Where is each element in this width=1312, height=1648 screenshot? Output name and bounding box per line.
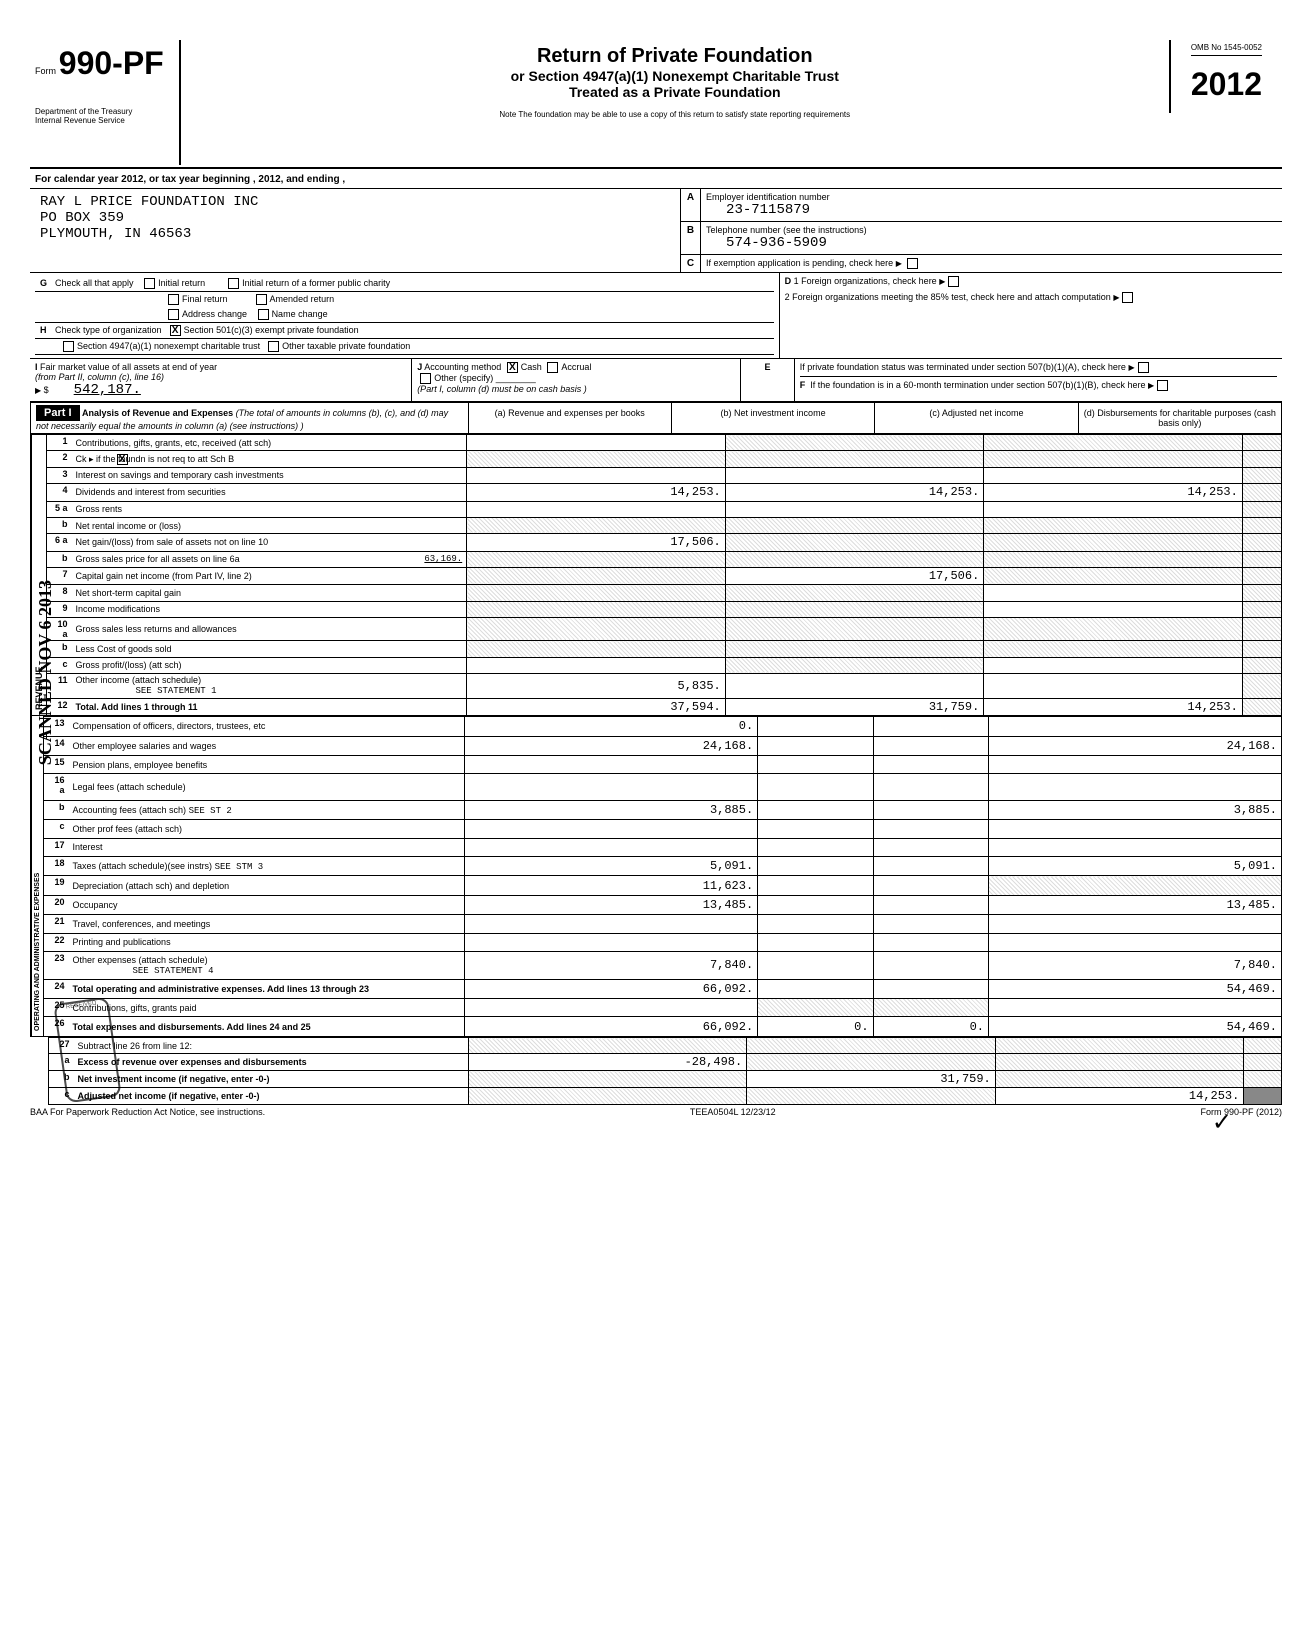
col-b: (b) Net investment income <box>672 403 875 433</box>
g-initial-return[interactable] <box>144 278 155 289</box>
box-b-label: B <box>681 222 701 254</box>
table-row: 10 aGross sales less returns and allowan… <box>47 617 1282 641</box>
g-name-change[interactable] <box>258 309 269 320</box>
table-row: 20Occupancy13,485.13,485. <box>44 895 1282 914</box>
table-row: bNet rental income or (loss) <box>47 517 1282 533</box>
h-other-taxable[interactable] <box>268 341 279 352</box>
col-a: (a) Revenue and expenses per books <box>469 403 672 433</box>
table-row: 27Subtract line 26 from line 12: <box>49 1038 1282 1054</box>
e-check[interactable] <box>1138 362 1149 373</box>
table-row: cAdjusted net income (if negative, enter… <box>49 1088 1282 1105</box>
row-g-label: G <box>35 278 55 289</box>
table-row: 17Interest <box>44 838 1282 856</box>
box-b-text: Telephone number (see the instructions) <box>706 225 867 235</box>
form-header: Form 990-PF Department of the Treasury I… <box>30 40 1282 165</box>
table-row: 22Printing and publications <box>44 933 1282 951</box>
box-a-text: Employer identification number <box>706 192 830 202</box>
form-note: Note The foundation may be able to use a… <box>201 110 1149 119</box>
table-row: 9Income modifications <box>47 601 1282 617</box>
g-final-return[interactable] <box>168 294 179 305</box>
table-row: 25Contributions, gifts, grants paid <box>44 999 1282 1017</box>
box-c-label: C <box>681 255 701 272</box>
table-row: 16 aLegal fees (attach schedule) <box>44 774 1282 800</box>
phone-value: 574-936-5909 <box>706 235 827 251</box>
revenue-table: 1Contributions, gifts, grants, etc, rece… <box>46 434 1282 716</box>
col-d: (d) Disbursements for charitable purpose… <box>1079 403 1281 433</box>
g-initial-return-former[interactable] <box>228 278 239 289</box>
table-row: bNet investment income (if negative, ent… <box>49 1071 1282 1088</box>
table-row: 14Other employee salaries and wages24,16… <box>44 736 1282 755</box>
org-name: RAY L PRICE FOUNDATION INC <box>40 194 670 210</box>
table-row: 12Total. Add lines 1 through 1137,594.31… <box>47 698 1282 715</box>
row-h-text: Check type of organization <box>55 325 162 336</box>
table-row: 23Other expenses (attach schedule)SEE ST… <box>44 952 1282 980</box>
part1-header: Part I Analysis of Revenue and Expenses … <box>30 402 1282 434</box>
calendar-year-line: For calendar year 2012, or tax year begi… <box>30 171 1282 188</box>
table-row: 11Other income (attach schedule)SEE STAT… <box>47 674 1282 699</box>
table-row: aExcess of revenue over expenses and dis… <box>49 1054 1282 1071</box>
table-row: 6 aNet gain/(loss) from sale of assets n… <box>47 534 1282 551</box>
g-amended-return[interactable] <box>256 294 267 305</box>
d1-check[interactable] <box>948 276 959 287</box>
table-row: bAccounting fees (attach sch) SEE ST 23,… <box>44 800 1282 819</box>
r2-check[interactable] <box>117 454 128 465</box>
box-c-check[interactable] <box>907 258 918 269</box>
g-address-change[interactable] <box>168 309 179 320</box>
table-row: 1Contributions, gifts, grants, etc, rece… <box>47 435 1282 451</box>
section-i-j-e-f: I Fair market value of all assets at end… <box>30 359 1282 402</box>
table-row: 21Travel, conferences, and meetings <box>44 915 1282 933</box>
section-g-d: G Check all that apply Initial return In… <box>30 273 1282 359</box>
d2-check[interactable] <box>1122 292 1133 303</box>
org-addr1: PO BOX 359 <box>40 210 670 226</box>
box-a-label: A <box>681 189 701 221</box>
h-4947[interactable] <box>63 341 74 352</box>
table-row: 18Taxes (attach schedule)(see instrs) SE… <box>44 856 1282 875</box>
form-title: Return of Private Foundation <box>201 45 1149 68</box>
table-row: 4Dividends and interest from securities1… <box>47 484 1282 501</box>
f-check[interactable] <box>1157 380 1168 391</box>
fmv-value: 542,187. <box>74 382 141 398</box>
table-row: 24Total operating and administrative exp… <box>44 979 1282 998</box>
table-row: 15Pension plans, employee benefits <box>44 756 1282 774</box>
part1-label: Part I <box>36 405 80 421</box>
dept-label: Department of the Treasury Internal Reve… <box>35 107 164 125</box>
table-row: cGross profit/(loss) (att sch) <box>47 657 1282 673</box>
summary-table: 27Subtract line 26 from line 12: aExcess… <box>48 1037 1282 1105</box>
j-other[interactable] <box>420 373 431 384</box>
part1-title: Analysis of Revenue and Expenses <box>82 408 233 418</box>
box-c-text: If exemption application is pending, che… <box>706 258 893 268</box>
omb-number: OMB No 1545-0052 <box>1191 40 1262 56</box>
footer-mid: TEEA0504L 12/23/12 <box>690 1107 776 1117</box>
footer-left: BAA For Paperwork Reduction Act Notice, … <box>30 1107 265 1117</box>
table-row: 8Net short-term capital gain <box>47 585 1282 601</box>
table-row: 7Capital gain net income (from Part IV, … <box>47 567 1282 584</box>
table-row: 5 aGross rents <box>47 501 1282 517</box>
table-row: 19Depreciation (attach sch) and depletio… <box>44 876 1282 895</box>
row-h-label: H <box>35 325 55 336</box>
scanned-stamp: SCANNED NOV 6 2013 <box>35 580 56 765</box>
j-cash[interactable] <box>507 362 518 373</box>
tax-year: 2012 <box>1191 56 1262 113</box>
org-addr2: PLYMOUTH, IN 46563 <box>40 226 670 242</box>
ein-value: 23-7115879 <box>706 202 810 218</box>
form-label: Form <box>35 66 56 76</box>
expenses-table: 13Compensation of officers, directors, t… <box>43 716 1282 1037</box>
table-row: cOther prof fees (attach sch) <box>44 820 1282 838</box>
table-row: bGross sales price for all assets on lin… <box>47 551 1282 567</box>
footer: BAA For Paperwork Reduction Act Notice, … <box>30 1105 1282 1117</box>
j-accrual[interactable] <box>547 362 558 373</box>
table-row: 13Compensation of officers, directors, t… <box>44 717 1282 736</box>
table-row: 2Ck ▸ if the foundn is not req to att Sc… <box>47 451 1282 467</box>
info-section: RAY L PRICE FOUNDATION INC PO BOX 359 PL… <box>30 189 1282 273</box>
row-g-text: Check all that apply <box>55 278 134 289</box>
signature-mark: ✓ <box>1212 1108 1232 1137</box>
form-subtitle2: Treated as a Private Foundation <box>201 84 1149 100</box>
col-c: (c) Adjusted net income <box>875 403 1078 433</box>
table-row: bLess Cost of goods sold <box>47 641 1282 657</box>
table-row: 3Interest on savings and temporary cash … <box>47 467 1282 483</box>
h-501c3[interactable] <box>170 325 181 336</box>
form-subtitle1: or Section 4947(a)(1) Nonexempt Charitab… <box>201 68 1149 84</box>
form-number: 990-PF <box>59 45 164 81</box>
table-row: 26Total expenses and disbursements. Add … <box>44 1017 1282 1037</box>
